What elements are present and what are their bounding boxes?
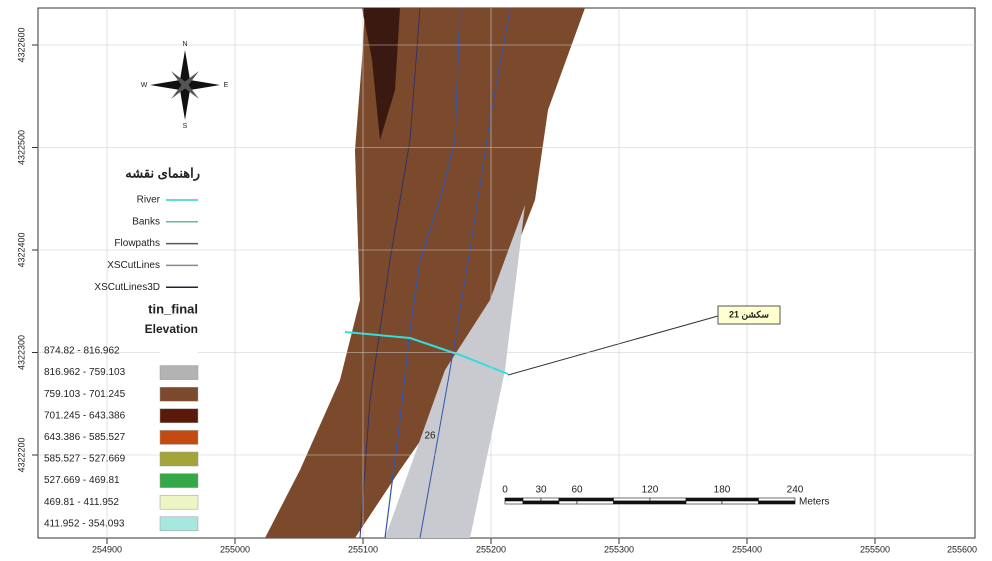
x-tick-label: 255500 xyxy=(860,544,890,554)
scale-segment xyxy=(576,497,614,502)
scale-label: 240 xyxy=(787,485,804,496)
scale-label: 60 xyxy=(571,485,583,496)
scale-label: 120 xyxy=(642,485,659,496)
legend-class-label: 701.245 - 643.386 xyxy=(44,410,126,421)
section-label: 26 xyxy=(424,431,436,442)
x-tick-label: 255400 xyxy=(732,544,762,554)
terrain-dark xyxy=(362,8,400,140)
scale-segment xyxy=(558,497,578,502)
x-tick-label: 255300 xyxy=(604,544,634,554)
legend-swatch xyxy=(159,430,199,445)
scale-segment xyxy=(558,500,578,505)
legend-label: Banks xyxy=(132,216,160,227)
scale-segment xyxy=(540,497,560,502)
scale-segment xyxy=(613,497,651,502)
legend-class-label: 469.81 - 411.952 xyxy=(44,497,119,508)
scale-segment xyxy=(504,500,524,505)
legend-swatch xyxy=(159,365,199,380)
scale-segment xyxy=(649,500,687,505)
x-tick-label: 255000 xyxy=(220,544,250,554)
compass-star xyxy=(171,71,199,99)
legend-label: XSCutLines xyxy=(107,260,160,271)
legend-swatch xyxy=(159,494,199,510)
legend-class-label: 874.82 - 816.962 xyxy=(44,346,120,357)
scale-label: 0 xyxy=(502,485,508,496)
y-tick-label: 4322400 xyxy=(16,232,26,267)
scale-segment xyxy=(504,497,524,502)
terrain-brown xyxy=(265,8,585,538)
scale-segment xyxy=(721,497,759,502)
x-tick-label: 255100 xyxy=(348,544,378,554)
scale-segment xyxy=(649,497,687,502)
scale-segment xyxy=(613,500,651,505)
flowpath xyxy=(384,7,461,539)
compass-e: E xyxy=(224,82,229,89)
scale-segment xyxy=(576,500,614,505)
legend-swatch xyxy=(159,451,199,467)
y-tick-label: 4322500 xyxy=(16,130,26,165)
legend-title: راهنمای نقشه xyxy=(125,165,200,181)
callout-leader xyxy=(507,315,719,376)
scale-label: 180 xyxy=(714,485,731,496)
river-section xyxy=(344,331,509,375)
scale-unit: Meters xyxy=(799,497,830,508)
x-tick-label: 255200 xyxy=(476,544,506,554)
legend-swatch xyxy=(159,408,199,424)
scale-segment xyxy=(758,497,796,502)
y-tick-label: 4322200 xyxy=(16,437,26,472)
legend-label: XSCutLines3D xyxy=(94,282,160,293)
legend-swatch xyxy=(159,473,199,488)
grid: 254900 255000 255100 255200 255300 255400 2555… xyxy=(16,8,977,554)
legend-label: River xyxy=(137,195,161,206)
legend-class-label: 585.527 - 527.669 xyxy=(44,454,126,465)
tin-subtitle: Elevation xyxy=(145,322,198,336)
y-tick-label: 4322600 xyxy=(16,27,26,62)
scale-segment xyxy=(522,497,542,502)
scale-segment xyxy=(721,500,759,505)
legend-swatch xyxy=(160,344,198,358)
compass-w: W xyxy=(141,82,148,89)
legend-class-label: 816.962 - 759.103 xyxy=(44,367,126,378)
legend: راهنمای نقشه tin_final Elevation River Ba… xyxy=(44,165,200,532)
callout: سکشن 21 xyxy=(717,305,781,325)
y-tick-label: 4322300 xyxy=(16,335,26,370)
compass: N E S W xyxy=(141,41,229,130)
legend-class-label: 643.386 - 585.527 xyxy=(44,432,126,443)
scale-segment xyxy=(758,500,796,505)
legend-swatch xyxy=(159,386,199,402)
tin-title: tin_final xyxy=(148,301,198,316)
legend-class-label: 527.669 - 469.81 xyxy=(44,475,120,486)
scale-label: 30 xyxy=(535,485,547,496)
callout-box xyxy=(717,305,781,325)
compass-n: N xyxy=(182,41,187,48)
legend-class-label: 411.952 - 354.093 xyxy=(44,518,125,529)
flowpath xyxy=(359,7,421,539)
x-tick-label: 254900 xyxy=(92,544,122,554)
scale-segment xyxy=(540,500,560,505)
legend-class-label: 759.103 - 701.245 xyxy=(44,389,126,400)
callout-label: سکشن 21 xyxy=(729,309,769,320)
compass-s: S xyxy=(183,123,188,130)
scale-segment xyxy=(522,500,542,505)
scale-segment xyxy=(685,497,723,502)
legend-label: Flowpaths xyxy=(114,238,160,249)
legend-swatch xyxy=(159,516,199,532)
x-tick-label: 255600 xyxy=(947,544,977,554)
scale-segment xyxy=(685,500,723,505)
